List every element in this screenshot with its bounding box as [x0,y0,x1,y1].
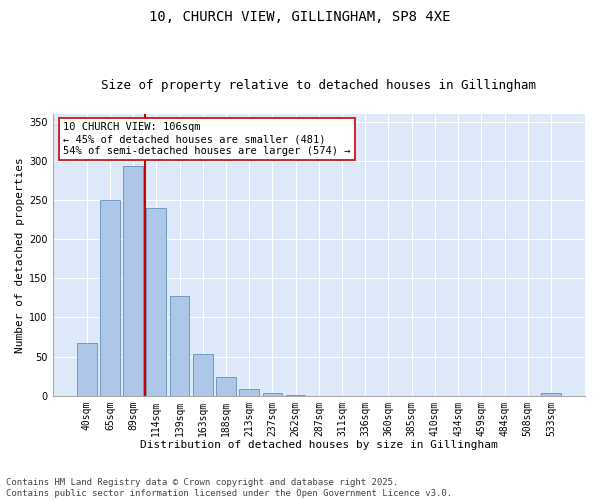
Bar [146,208,166,396]
Title: Size of property relative to detached houses in Gillingham: Size of property relative to detached ho… [101,79,536,92]
Bar [286,395,305,396]
Bar [216,377,236,396]
Bar [541,394,561,396]
Text: 10 CHURCH VIEW: 106sqm
← 45% of detached houses are smaller (481)
54% of semi-de: 10 CHURCH VIEW: 106sqm ← 45% of detached… [63,122,351,156]
X-axis label: Distribution of detached houses by size in Gillingham: Distribution of detached houses by size … [140,440,498,450]
Bar [170,296,190,396]
Bar [239,388,259,396]
Text: Contains HM Land Registry data © Crown copyright and database right 2025.
Contai: Contains HM Land Registry data © Crown c… [6,478,452,498]
Text: 10, CHURCH VIEW, GILLINGHAM, SP8 4XE: 10, CHURCH VIEW, GILLINGHAM, SP8 4XE [149,10,451,24]
Bar [193,354,212,396]
Bar [100,200,120,396]
Bar [263,392,282,396]
Bar [123,166,143,396]
Y-axis label: Number of detached properties: Number of detached properties [15,157,25,352]
Bar [77,342,97,396]
